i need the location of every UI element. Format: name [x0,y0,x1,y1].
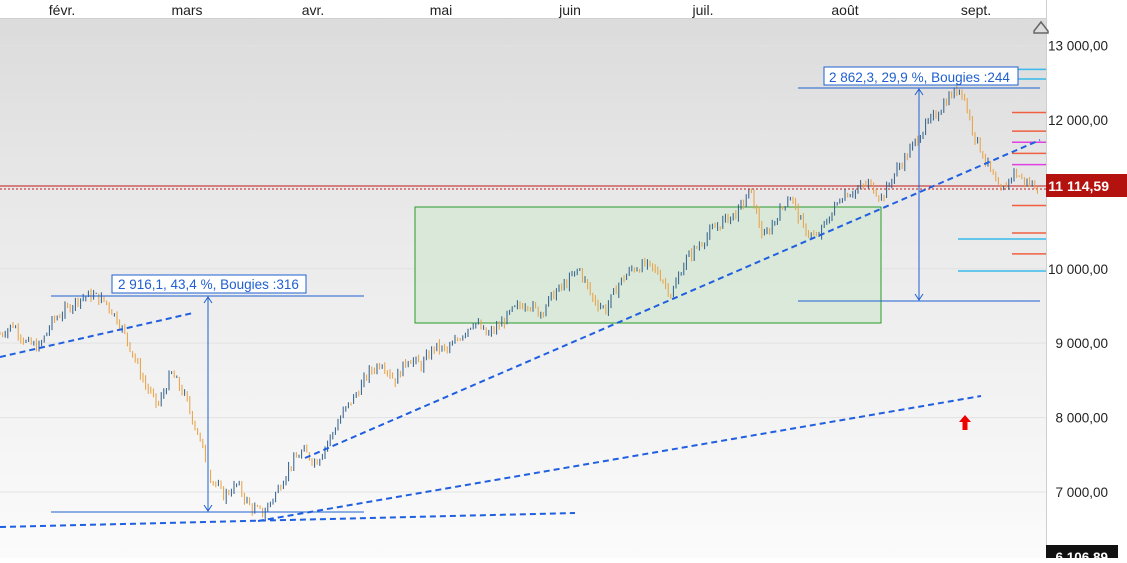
up-arrow-marker[interactable] [959,415,971,430]
cut-price-tag: 6 106,89 [1046,545,1118,563]
measure-1-label: 2 916,1, 43,4 %, Bougies :316 [118,277,299,292]
price-axis-panel [1046,0,1127,558]
trendline-main-rising[interactable] [304,139,1041,459]
cut-price-value: 6 106,89 [1055,550,1108,558]
measure-2-arrow-up [914,88,924,96]
measure-2-arrow-down [914,293,924,301]
gridlines [0,45,1046,493]
y-tick-label: 8 000,00 [1055,411,1108,426]
y-tick-label: 9 000,00 [1055,336,1108,351]
month-label: avr. [302,2,325,18]
month-label: févr. [49,2,75,18]
top-axis-band [0,0,1046,18]
measure-1-arrow-up [203,296,213,304]
month-label: sept. [961,2,991,18]
trendline-bottom-flat[interactable] [0,512,576,528]
measure-2-label: 2 862,3, 29,9 %, Bougies :244 [829,70,1010,85]
y-tick-label: 7 000,00 [1055,485,1108,500]
y-tick-label: 12 000,00 [1048,113,1108,128]
month-label: juin [558,2,581,18]
trendlines [0,139,1041,528]
month-label: août [831,2,858,18]
last-price-tag-bg [1046,174,1127,197]
month-label: mars [171,2,202,18]
consolidation-box[interactable] [414,206,882,324]
price-axis-labels: 13 000,00 12 000,00 10 000,00 9 000,00 8 000… [1048,39,1108,501]
last-price-tag: 11 114,59 [1046,174,1127,197]
month-label: juil. [691,2,713,18]
y-tick-label: 13 000,00 [1048,39,1108,54]
month-axis: févr. mars avr. mai juin juil. août sept. [49,2,991,18]
measure-tool-2[interactable]: 2 862,3, 29,9 %, Bougies :244 [798,66,1040,302]
last-price-value: 11 114,59 [1048,178,1109,194]
measure-2-label-box [823,66,1019,86]
trendline-long-rising[interactable] [257,395,982,522]
measure-1-label-box [111,274,307,294]
measure-1-arrow-down [203,504,213,512]
month-label: mai [430,2,453,18]
trendline-upper-left[interactable] [0,312,194,358]
measure-tool-1[interactable]: 2 916,1, 43,4 %, Bougies :316 [51,274,364,513]
home-icon[interactable] [1033,20,1049,34]
y-tick-label: 10 000,00 [1048,262,1108,277]
